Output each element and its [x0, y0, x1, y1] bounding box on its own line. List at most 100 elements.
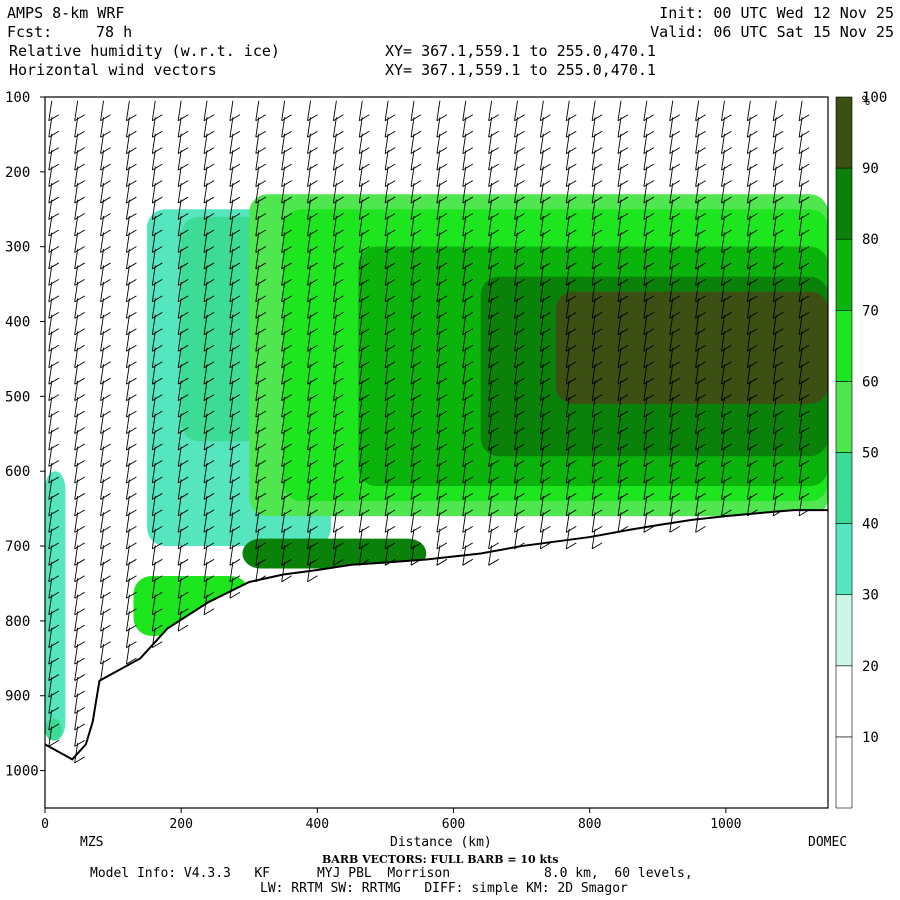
- wind-barb-flag: [48, 311, 60, 319]
- wind-barb: [255, 446, 260, 467]
- wind-barb-flag: [773, 163, 784, 171]
- wind-barb-flag: [462, 443, 474, 451]
- wind-barb-flag: [74, 279, 85, 286]
- wind-barb: [151, 166, 156, 187]
- wind-barb: [798, 446, 803, 467]
- wind-barb: [721, 495, 725, 516]
- wind-barb: [669, 495, 674, 516]
- wind-barb: [410, 281, 415, 302]
- wind-barb-flag: [152, 377, 163, 385]
- wind-barb-flag: [669, 147, 680, 155]
- wind-barb-flag: [436, 328, 448, 336]
- wind-barb-flag: [617, 377, 629, 385]
- wind-barb: [643, 183, 648, 204]
- wind-barb: [255, 528, 260, 549]
- wind-barb-flag: [281, 279, 292, 286]
- wind-barb: [772, 380, 777, 401]
- wind-barb-flag: [48, 707, 60, 714]
- wind-barb: [514, 314, 518, 335]
- wind-barb-column: [514, 100, 525, 550]
- wind-barb-flag: [203, 591, 215, 599]
- wind-barb-flag: [281, 575, 292, 583]
- wind-barb-flag: [74, 690, 85, 698]
- colorbar-tick-label: 50: [862, 446, 879, 462]
- wind-barb: [436, 150, 441, 171]
- wind-barb-flag: [617, 493, 629, 500]
- wind-barb: [798, 117, 803, 138]
- wind-barb-flag: [359, 476, 370, 484]
- wind-barb: [255, 117, 260, 138]
- wind-barb-flag: [74, 756, 85, 764]
- wind-barb-flag: [359, 229, 370, 237]
- wind-barb: [565, 528, 570, 549]
- wind-barb-flag: [177, 114, 189, 122]
- wind-barb-flag: [514, 509, 525, 517]
- wind-barb-flag: [384, 163, 396, 171]
- wind-barb-flag: [100, 591, 111, 599]
- wind-barb: [436, 397, 441, 418]
- wind-barb: [125, 561, 130, 582]
- wind-barb-flag: [100, 114, 111, 122]
- wind-barb: [410, 479, 415, 500]
- wind-barb: [358, 397, 363, 418]
- wind-barb-flag: [100, 460, 111, 467]
- wind-barb-flag: [410, 427, 422, 434]
- wind-barb: [643, 364, 648, 385]
- wind-barb-flag: [74, 558, 85, 566]
- wind-barb: [48, 380, 53, 401]
- wind-barb-column: [462, 100, 474, 566]
- wind-barb: [772, 281, 777, 302]
- wind-barb: [100, 215, 104, 237]
- wind-barb-flag: [617, 147, 629, 155]
- wind-barb-flag: [255, 229, 267, 237]
- wind-barb: [565, 150, 570, 171]
- wind-barb-flag: [721, 262, 732, 270]
- wind-barb-flag: [695, 246, 706, 253]
- wind-barb-flag: [152, 591, 163, 599]
- wind-barb-flag: [798, 246, 810, 253]
- wind-barb: [177, 380, 182, 401]
- wind-barb-flag: [126, 147, 137, 155]
- wind-barb: [384, 380, 389, 401]
- wind-barb-flag: [462, 558, 474, 566]
- wind-barb: [617, 133, 622, 154]
- wind-barb-flag: [488, 361, 499, 369]
- wind-barb: [746, 248, 751, 269]
- wind-barb: [151, 150, 156, 171]
- wind-barb-flag: [333, 246, 344, 253]
- wind-barb: [229, 150, 234, 171]
- wind-barb-flag: [100, 147, 111, 155]
- wind-barb-flag: [384, 460, 396, 467]
- wind-barb: [721, 150, 725, 171]
- wind-barb-flag: [152, 213, 163, 220]
- wind-barb: [565, 347, 570, 368]
- init-time: Init: 00 UTC Wed 12 Nov 25: [659, 4, 894, 22]
- wind-barb-flag: [566, 525, 577, 533]
- wind-barb-flag: [410, 328, 422, 336]
- wind-barb: [384, 281, 389, 302]
- wind-barb: [617, 331, 622, 352]
- wind-barb-flag: [643, 427, 655, 434]
- wind-barb: [488, 183, 493, 204]
- wind-barb-flag: [255, 575, 267, 583]
- wind-barb-flag: [617, 196, 629, 204]
- wind-barb-flag: [203, 476, 215, 484]
- wind-barb: [74, 413, 79, 434]
- wind-barb: [229, 100, 234, 121]
- wind-barb-flag: [48, 690, 60, 698]
- wind-barb: [669, 150, 674, 171]
- wind-barb-flag: [462, 229, 474, 237]
- wind-barb-flag: [540, 493, 551, 500]
- wind-barb-flag: [721, 229, 732, 237]
- wind-barb: [643, 281, 648, 302]
- wind-barb: [177, 183, 182, 204]
- wind-barb-flag: [74, 476, 85, 484]
- wind-barb-flag: [514, 196, 525, 204]
- wind-barb: [100, 611, 104, 632]
- wind-barb: [695, 166, 700, 187]
- wind-barb: [151, 215, 156, 237]
- wind-barb-flag: [255, 163, 267, 171]
- wind-barb: [462, 232, 467, 253]
- wind-barb-flag: [643, 328, 655, 336]
- wind-barb-flag: [384, 509, 396, 517]
